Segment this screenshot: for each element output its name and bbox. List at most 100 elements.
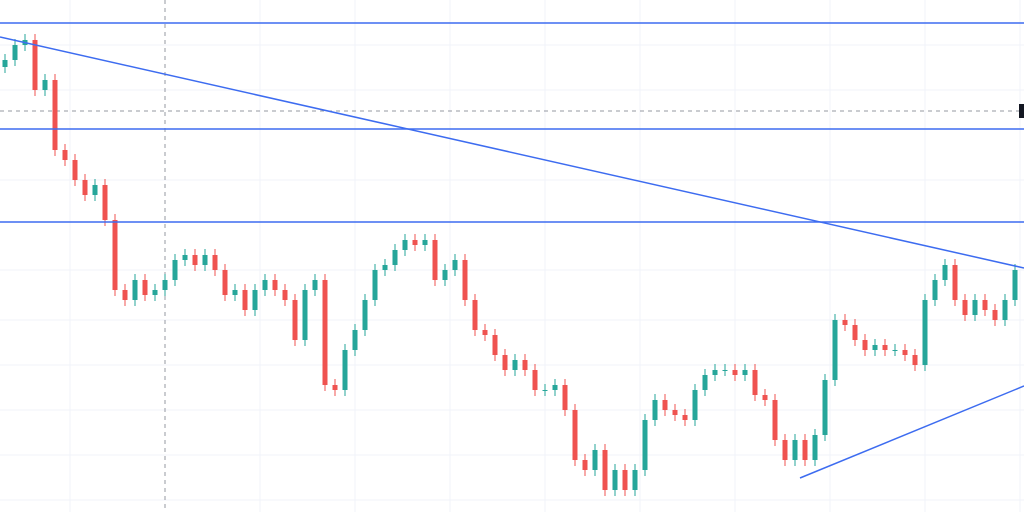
candle-body xyxy=(282,290,288,300)
candle-body xyxy=(732,370,738,375)
candle-body xyxy=(622,470,628,490)
candle-body xyxy=(132,280,138,300)
candle-body xyxy=(242,290,248,310)
candle-body xyxy=(462,260,468,300)
candle-body xyxy=(562,385,568,410)
candle-body xyxy=(682,415,688,420)
candle-body xyxy=(112,220,118,290)
candle-body xyxy=(692,390,698,420)
candle-body xyxy=(152,290,158,295)
candle-body xyxy=(482,330,488,335)
candle-body xyxy=(342,350,348,390)
candle-body xyxy=(312,280,318,290)
candle-body xyxy=(262,280,268,290)
candle-body xyxy=(1002,300,1008,320)
candle-body xyxy=(222,270,228,295)
candle-body xyxy=(92,185,98,195)
crosshair-marker xyxy=(1019,104,1024,118)
candle-body xyxy=(102,185,108,220)
candle-body xyxy=(782,440,788,460)
candle-body xyxy=(612,470,618,490)
candle-body xyxy=(722,370,728,371)
candle-body xyxy=(12,45,18,60)
candle-body xyxy=(962,300,968,315)
candle-body xyxy=(912,355,918,365)
candle-body xyxy=(232,290,238,295)
candle-body xyxy=(942,265,948,280)
candle-body xyxy=(712,370,718,375)
candle-body xyxy=(362,300,368,330)
candle-body xyxy=(762,395,768,400)
candle-body xyxy=(192,255,198,265)
candle-body xyxy=(672,410,678,415)
candle-body xyxy=(932,280,938,300)
candle-body xyxy=(172,260,178,280)
candle-body xyxy=(2,60,8,67)
candle-body xyxy=(512,360,518,370)
candle-body xyxy=(552,385,558,390)
candle-body xyxy=(452,260,458,270)
trend-line xyxy=(0,36,1024,269)
candle-body xyxy=(62,150,68,160)
candle-body xyxy=(212,255,218,270)
candle-body xyxy=(792,440,798,460)
candle-body xyxy=(52,80,58,150)
candle-body xyxy=(702,375,708,390)
candle-body xyxy=(872,345,878,350)
candle-body xyxy=(402,240,408,250)
candle-body xyxy=(902,350,908,355)
candle-body xyxy=(982,300,988,310)
trend-line xyxy=(799,385,1024,479)
candle-body xyxy=(542,390,548,391)
candle-body xyxy=(382,265,388,270)
candle-body xyxy=(292,300,298,340)
candle-body xyxy=(492,335,498,355)
candle-body xyxy=(32,40,38,90)
candle-body xyxy=(412,240,418,245)
candle-body xyxy=(842,320,848,325)
candle-body xyxy=(502,355,508,370)
candle-body xyxy=(882,345,888,350)
candle-body xyxy=(472,300,478,330)
candle-body xyxy=(142,280,148,295)
candle-body xyxy=(742,370,748,375)
candle-body xyxy=(892,350,898,351)
candle-body xyxy=(352,330,358,350)
candle-body xyxy=(972,300,978,315)
candle-body xyxy=(582,460,588,470)
candle-body xyxy=(372,270,378,300)
candle-body xyxy=(822,380,828,435)
candle-body xyxy=(642,420,648,470)
candle-body xyxy=(852,325,858,340)
candle-body xyxy=(952,265,958,300)
candle-body xyxy=(422,240,428,245)
candle-body xyxy=(862,340,868,350)
candle-body xyxy=(592,450,598,470)
candle-body xyxy=(572,410,578,460)
candle-body xyxy=(442,270,448,280)
candle-body xyxy=(602,450,608,490)
candle-body xyxy=(832,320,838,380)
candle-body xyxy=(252,290,258,310)
candle-body xyxy=(162,280,168,290)
candle-body xyxy=(42,80,48,90)
candle-body xyxy=(392,250,398,265)
candle-body xyxy=(662,400,668,410)
candle-body xyxy=(992,310,998,320)
candle-body xyxy=(182,255,188,260)
candle-body xyxy=(522,360,528,370)
candle-body xyxy=(652,400,658,420)
candle-body xyxy=(302,290,308,340)
candle-body xyxy=(922,300,928,365)
candle-body xyxy=(1012,270,1018,300)
candle-body xyxy=(322,280,328,385)
candle-body xyxy=(812,435,818,460)
candle-body xyxy=(122,290,128,300)
candle-body xyxy=(202,255,208,265)
candle-body xyxy=(632,470,638,490)
candle-body xyxy=(532,370,538,390)
candle-body xyxy=(802,440,808,460)
candle-body xyxy=(772,400,778,440)
